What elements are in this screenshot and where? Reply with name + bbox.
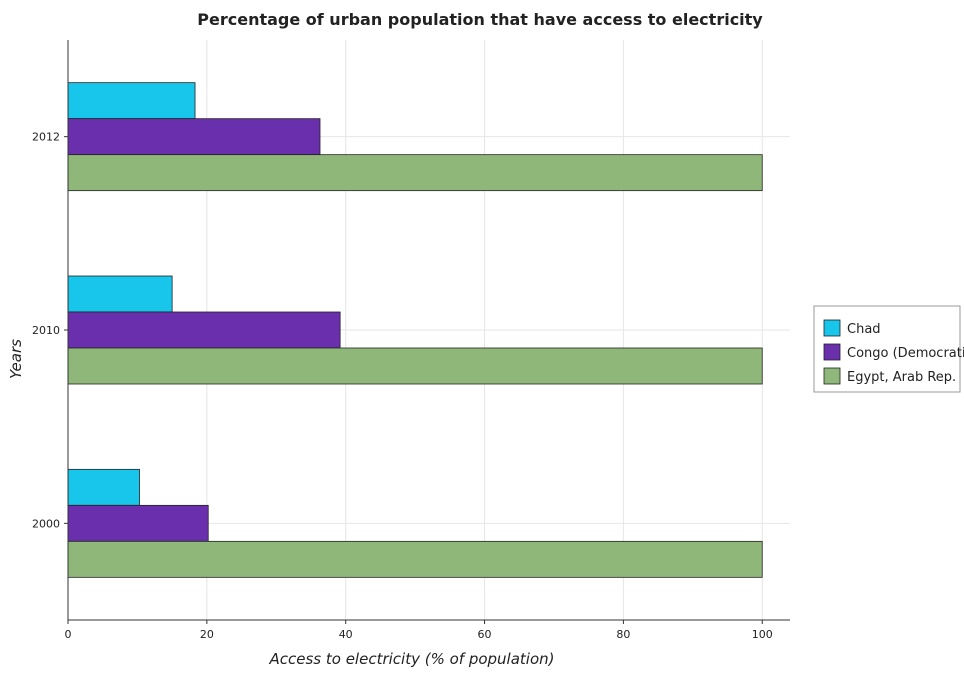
x-tick-label: 100	[752, 628, 773, 641]
x-tick-label: 80	[616, 628, 630, 641]
y-axis-label: Years	[7, 339, 25, 379]
bar-egypt-arab-rep--2012	[67, 154, 763, 192]
bar-chad-2012	[67, 82, 196, 120]
plot-area	[67, 40, 790, 620]
y-tick-label: 2010	[32, 324, 60, 337]
legend-swatch	[823, 319, 841, 337]
x-tick-label: 0	[65, 628, 72, 641]
legend-swatch	[823, 367, 841, 385]
bar-congo-democratic--2012	[67, 118, 321, 156]
legend-label: Chad	[847, 322, 881, 337]
y-tick-label: 2000	[32, 517, 60, 530]
x-tick-label: 60	[478, 628, 492, 641]
bar-congo-democratic--2000	[67, 504, 209, 542]
bar-congo-democratic--2010	[67, 311, 341, 349]
legend-label: Egypt, Arab Rep.	[847, 370, 956, 385]
legend-label: Congo (Democratic)	[847, 346, 964, 361]
x-axis-label: Access to electricity (% of population)	[268, 650, 554, 668]
x-tick-label: 20	[200, 628, 214, 641]
x-tick-label: 40	[339, 628, 353, 641]
legend-swatch	[823, 343, 841, 361]
legend: Chad Congo (Democratic) Egypt, Arab Rep.	[813, 305, 964, 393]
bar-chad-2000	[67, 468, 140, 506]
bar-egypt-arab-rep--2010	[67, 347, 763, 385]
bar-egypt-arab-rep--2000	[67, 540, 763, 578]
axes: 0 20 40 60 80 100 2000 2010 2012	[32, 40, 790, 641]
y-tick-label: 2012	[32, 131, 60, 144]
chart-title: Percentage of urban population that have…	[197, 10, 763, 29]
bar-chad-2010	[67, 275, 173, 313]
